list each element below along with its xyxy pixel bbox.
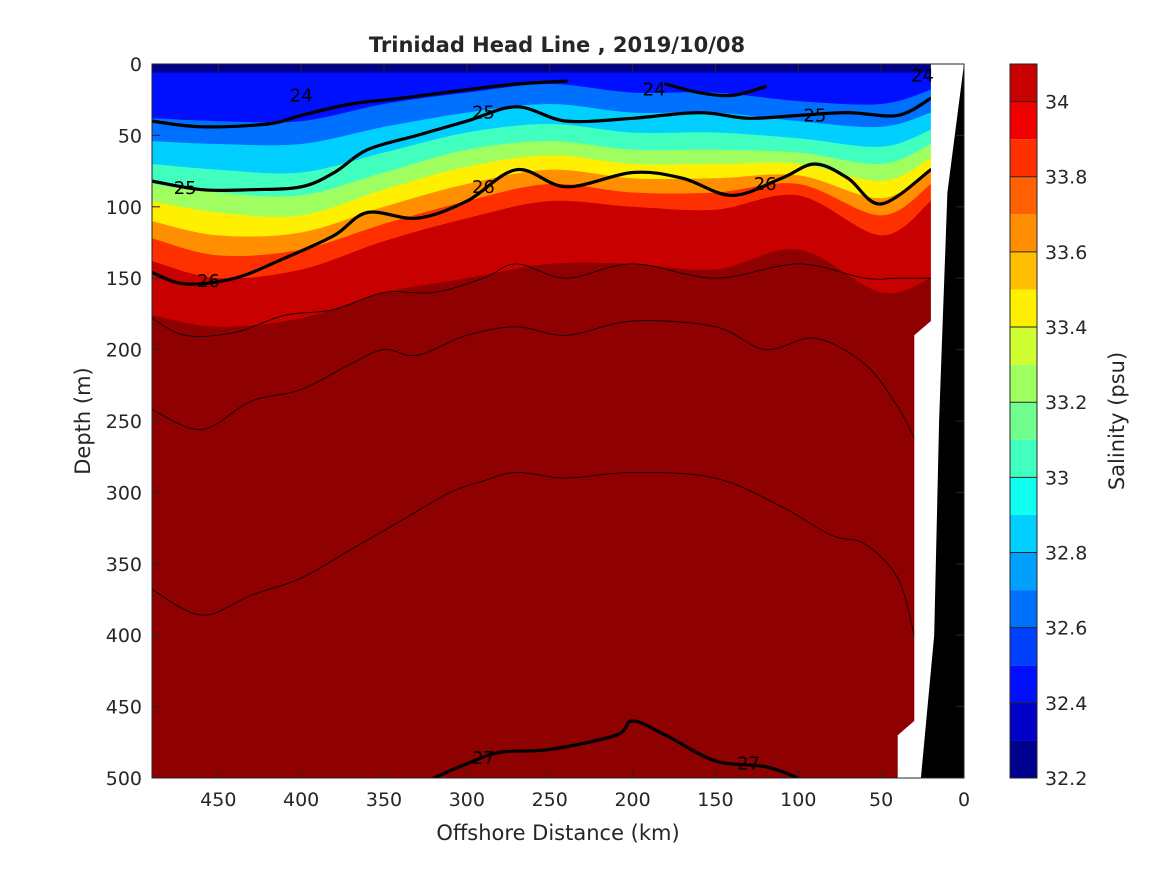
colorbar-swatch [1010,214,1037,252]
salinity-band-34.2 [152,628,964,778]
colorbar-tick-label: 33.8 [1045,167,1087,189]
y-axis-label: Depth (m) [71,367,95,474]
density-contour-label-25: 25 [472,103,495,124]
density-contour-label-25: 25 [803,105,826,126]
density-contour-lines [152,79,933,778]
x-tick-label: 450 [200,789,236,811]
density-contour-label-26: 26 [197,271,220,292]
colorbar-ticks: 32.2 32.4 32.6 32.8 33 33.2 33.4 33.6 33.8 34 [1010,92,1087,790]
y-tick-label: 0 [130,54,142,76]
y-tick-label: 50 [118,125,142,147]
colorbar-tick-label: 32.8 [1045,543,1087,565]
colorbar-swatch [1010,101,1037,140]
plot-area: 24 24 24 25 25 25 26 26 26 27 27 [151,63,965,779]
colorbar-tick-label: 32.4 [1045,693,1087,715]
x-tick-label: 100 [780,789,816,811]
colorbar-swatch [1010,139,1037,177]
colorbar-swatch [1010,590,1037,628]
density-contour-26 [152,162,933,286]
density-contour-label-26: 26 [754,174,777,195]
salinity-band-32.2 [152,64,964,73]
colorbar-swatch [1010,665,1037,703]
colorbar-swatch [1010,627,1037,666]
colorbar-tick-label: 32.2 [1045,768,1087,790]
colorbar-swatch [1010,289,1037,328]
colorbar-tick-label: 32.6 [1045,618,1087,640]
colorbar [1009,63,1038,779]
y-tick-label: 150 [106,268,142,290]
density-contour-thin [152,320,915,439]
colorbar-swatch [1010,402,1037,440]
y-tick-label: 300 [106,482,142,504]
density-contour-label-24: 24 [911,65,934,86]
y-tick-label: 350 [106,554,142,576]
colorbar-swatch [1010,514,1037,553]
salinity-band-32.4 [152,64,964,123]
y-tick-label: 450 [106,697,142,719]
y-tick-label: 500 [106,768,142,790]
colorbar-swatch [1010,702,1037,741]
colorbar-swatch [1010,552,1037,591]
colorbar-tick-label: 33.6 [1045,242,1087,264]
y-tick-label: 400 [106,625,142,647]
density-contour-label-24: 24 [643,80,666,101]
density-contour-label-25: 25 [174,178,197,199]
colorbar-swatch [1010,176,1037,215]
colorbar-swatch [1010,251,1037,290]
density-contour-label-27: 27 [737,754,760,775]
colorbar-tick-label: 33.2 [1045,392,1087,414]
y-tick-label: 250 [106,411,142,433]
x-axis-label: Offshore Distance (km) [436,821,679,845]
x-tick-label: 250 [532,789,568,811]
colorbar-swatch [1010,64,1037,102]
density-contour-label-27: 27 [472,748,495,769]
chart-title: Trinidad Head Line , 2019/10/08 [369,33,745,57]
x-tick-label: 0 [958,789,970,811]
density-contour-thin [152,471,915,636]
colorbar-swatch [1010,439,1037,478]
y-tick-label: 200 [106,340,142,362]
x-tick-label: 150 [697,789,733,811]
colorbar-label: Salinity (psu) [1105,352,1129,490]
x-tick-label: 350 [366,789,402,811]
x-tick-label: 200 [614,789,650,811]
salinity-filled-contours [152,64,964,778]
x-tick-label: 300 [449,789,485,811]
density-contour-24 [664,82,767,98]
density-contour-thin [152,263,932,337]
colorbar-swatch [1010,477,1037,515]
density-contour-label-24: 24 [290,85,313,106]
colorbar-swatch [1010,740,1037,778]
x-axis-ticks: 450 400 350 300 250 200 150 100 50 0 [200,64,970,811]
density-contour-24 [152,79,568,129]
seafloor-mask [897,64,964,778]
y-tick-label: 100 [106,197,142,219]
colorbar-tick-label: 33.4 [1045,317,1087,339]
x-tick-label: 50 [869,789,893,811]
density-contour-labels: 24 24 24 25 25 25 26 26 26 27 27 [174,65,934,774]
density-contour-27 [432,719,800,778]
seafloor-shelf [920,64,964,778]
colorbar-tick-label: 33 [1045,467,1069,489]
colorbar-swatch [1010,364,1037,403]
colorbar-swatch [1010,327,1037,365]
y-axis-ticks: 0 50 100 150 200 250 300 350 400 450 500 [106,54,964,790]
density-contour-25 [152,96,933,193]
x-tick-label: 400 [283,789,319,811]
density-contour-label-26: 26 [472,177,495,198]
colorbar-tick-label: 34 [1045,92,1069,114]
